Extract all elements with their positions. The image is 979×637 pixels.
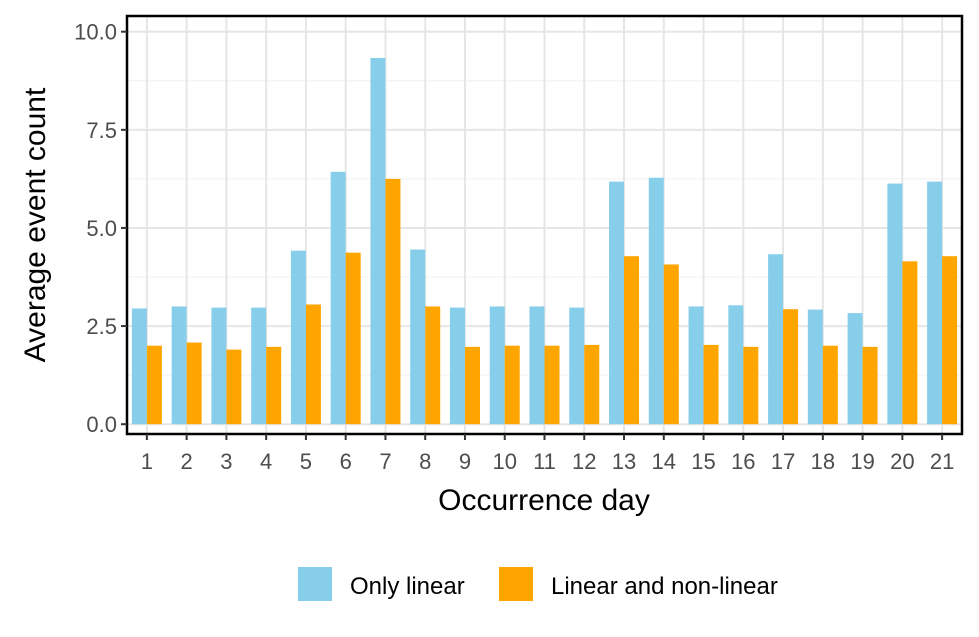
bar-only-linear-day-2 — [171, 306, 187, 425]
bar-linear-and-non-linear-day-12 — [584, 344, 600, 425]
x-tick-label: 10 — [492, 449, 516, 474]
bar-linear-and-non-linear-day-7 — [385, 178, 401, 425]
bar-linear-and-non-linear-day-14 — [663, 264, 679, 425]
bar-linear-and-non-linear-day-15 — [703, 344, 719, 425]
x-tick-label: 3 — [220, 449, 232, 474]
y-axis-title: Average event count — [19, 87, 52, 362]
bar-only-linear-day-5 — [290, 250, 306, 425]
x-tick-label: 18 — [811, 449, 835, 474]
x-tick-label: 4 — [260, 449, 272, 474]
bar-linear-and-non-linear-day-16 — [743, 346, 759, 425]
bar-only-linear-day-18 — [807, 309, 823, 425]
x-tick-label: 21 — [930, 449, 954, 474]
bar-only-linear-day-4 — [251, 307, 267, 425]
bar-only-linear-day-14 — [648, 177, 664, 425]
x-tick-label: 15 — [691, 449, 715, 474]
bar-linear-and-non-linear-day-13 — [624, 256, 640, 425]
bar-only-linear-day-9 — [449, 307, 465, 425]
bar-only-linear-day-6 — [330, 171, 346, 425]
x-tick-label: 13 — [612, 449, 636, 474]
legend-key-linear-and-non-linear — [499, 567, 533, 601]
bar-only-linear-day-20 — [887, 183, 903, 425]
bar-only-linear-day-3 — [211, 307, 227, 425]
bar-only-linear-day-17 — [768, 254, 784, 425]
x-tick-label: 12 — [572, 449, 596, 474]
x-axis-ticks: 1 2 3 4 5 6 7 8 9 10 11 12 13 14 15 16 17 18 19 20 21 — [141, 434, 954, 474]
bar-linear-and-non-linear-day-5 — [305, 304, 321, 425]
bar-only-linear-day-11 — [529, 306, 545, 425]
bar-only-linear-day-12 — [569, 307, 585, 425]
bar-only-linear-day-1 — [131, 308, 147, 425]
y-tick-label: 5.0 — [86, 216, 117, 241]
y-tick-label: 2.5 — [86, 314, 117, 339]
bars — [131, 57, 958, 425]
bar-linear-and-non-linear-day-21 — [942, 256, 958, 425]
bar-only-linear-day-10 — [489, 306, 505, 425]
y-axis-ticks: 0.0 2.5 5.0 7.5 10.0 — [74, 20, 127, 437]
x-axis-title: Occurrence day — [438, 484, 650, 517]
bar-linear-and-non-linear-day-11 — [544, 345, 560, 425]
x-tick-label: 17 — [771, 449, 795, 474]
y-tick-label: 10.0 — [74, 20, 117, 45]
bar-linear-and-non-linear-day-18 — [822, 345, 838, 425]
bar-linear-and-non-linear-day-8 — [425, 306, 441, 425]
bar-only-linear-day-19 — [847, 313, 863, 425]
bar-linear-and-non-linear-day-1 — [146, 345, 162, 425]
legend-label-only-linear: Only linear — [350, 573, 465, 600]
x-tick-label: 5 — [300, 449, 312, 474]
legend-label-linear-and-non-linear: Linear and non-linear — [551, 573, 778, 600]
bar-linear-and-non-linear-day-2 — [186, 342, 202, 425]
x-tick-label: 1 — [141, 449, 153, 474]
legend-key-only-linear — [298, 567, 332, 601]
bar-linear-and-non-linear-day-20 — [902, 261, 918, 425]
x-tick-label: 19 — [850, 449, 874, 474]
bar-linear-and-non-linear-day-4 — [266, 346, 282, 425]
bar-linear-and-non-linear-day-9 — [464, 346, 480, 425]
bar-linear-and-non-linear-day-10 — [504, 345, 520, 425]
x-tick-label: 6 — [340, 449, 352, 474]
bar-only-linear-day-21 — [927, 181, 943, 425]
legend: Only linear Linear and non-linear — [298, 567, 778, 601]
bar-linear-and-non-linear-day-3 — [226, 349, 242, 425]
y-tick-label: 0.0 — [86, 412, 117, 437]
x-tick-label: 16 — [731, 449, 755, 474]
bar-only-linear-day-13 — [609, 181, 625, 425]
bar-linear-and-non-linear-day-17 — [783, 309, 799, 425]
bar-only-linear-day-16 — [728, 305, 744, 425]
bar-only-linear-day-7 — [370, 57, 386, 425]
x-tick-label: 2 — [181, 449, 193, 474]
x-tick-label: 7 — [379, 449, 391, 474]
x-tick-label: 11 — [533, 449, 556, 474]
bar-only-linear-day-15 — [688, 306, 704, 425]
bar-linear-and-non-linear-day-19 — [862, 346, 878, 425]
x-tick-label: 8 — [419, 449, 431, 474]
bar-linear-and-non-linear-day-6 — [345, 252, 361, 425]
y-tick-label: 7.5 — [86, 118, 117, 143]
bar-only-linear-day-8 — [410, 249, 426, 425]
x-tick-label: 9 — [459, 449, 471, 474]
x-tick-label: 20 — [890, 449, 914, 474]
x-tick-label: 14 — [652, 449, 676, 474]
